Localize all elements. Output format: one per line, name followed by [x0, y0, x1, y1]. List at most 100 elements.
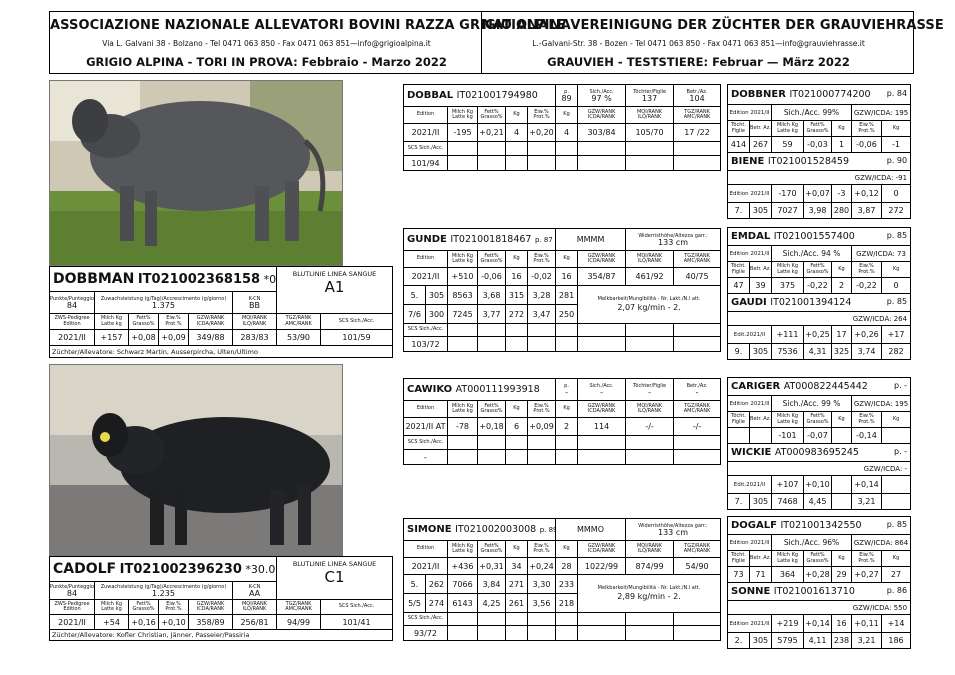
breeder-dobbman: Züchter/Allevatore: Schwarz Martin, Auss…	[48, 345, 394, 358]
p-value: p. 87	[534, 236, 553, 244]
cell: +157	[94, 329, 129, 346]
cell: 17	[831, 325, 852, 344]
acc-value: Sich./Acc. 94 %	[771, 245, 852, 262]
acc-value: Sich./Acc. 96%	[771, 534, 852, 551]
height-value: 133 cm	[658, 237, 689, 247]
cell: Edition 2021/II	[727, 614, 772, 633]
gain-label: Zuwachsleistung (g/Tag)/Accrescimento (g…	[100, 296, 227, 302]
col-milch: Milch Kg Latte kg	[94, 313, 129, 330]
p-value: p. -	[894, 447, 908, 456]
cell: 375	[771, 277, 804, 294]
cell: 3,47	[526, 304, 557, 324]
cell: 267	[749, 136, 772, 153]
cell: 1	[831, 136, 852, 153]
cell: 16	[505, 267, 528, 286]
points-value: 84	[66, 300, 78, 310]
col-kg: Kg	[555, 250, 579, 268]
cell: 349/88	[188, 329, 233, 346]
edition-value: Edition 2021/II	[727, 534, 772, 551]
cell: 28	[555, 557, 578, 575]
cell: +0,25	[803, 325, 832, 344]
cell: +0,24	[527, 557, 556, 575]
cell: 1022/99	[576, 557, 627, 575]
cell: -/-	[673, 417, 722, 436]
cell: 272	[505, 304, 528, 324]
col-kg: Kg	[505, 250, 528, 268]
col-tocht: Töcht. Figlie	[727, 411, 750, 428]
cell: +107	[771, 475, 804, 494]
points-label: Punkte/Punteggio	[50, 584, 94, 590]
col-eiw: Eiw.% Prot.%	[851, 261, 882, 278]
dam-name-gaudi: GAUDI	[731, 297, 767, 308]
cell: 261	[505, 593, 528, 613]
p-value: p. 84	[886, 89, 908, 98]
scs-value: 101/94	[403, 155, 448, 171]
kcn-value: BB	[249, 300, 260, 310]
col-eiw: Eiw.% Prot.%	[851, 120, 882, 137]
bull-birth-dobbman: *07.04.19	[263, 273, 277, 286]
col-fett: Fett% Grasso%	[477, 250, 506, 268]
acc-label: Sich./Acc.	[589, 383, 614, 389]
col-eiw: Eiw.% Prot.%	[851, 411, 882, 428]
cell: +0,27	[851, 566, 882, 583]
acc-value: -	[600, 387, 603, 397]
bull-card-cadolf: CADOLF IT021002396230 *30.09.19 BLUTLINI…	[48, 556, 394, 641]
col-kg: Kg	[880, 411, 912, 428]
cell: 0	[880, 184, 912, 203]
col-gzw: GZW/RANK ICDA/RANK	[188, 313, 233, 330]
acc-value: Sich./Acc. 99%	[771, 104, 852, 121]
cell: 2021/II	[403, 557, 448, 575]
cell: 7/6	[403, 304, 426, 324]
sire-id-simone: IT021002003008	[455, 524, 537, 535]
gzw-value: GZW/ICDA: -91	[726, 170, 912, 185]
cell: +0,21	[477, 123, 506, 142]
col-fett: Fett% Grasso%	[803, 550, 832, 567]
col-kg: Kg	[880, 120, 912, 137]
cell: 305	[749, 632, 772, 649]
cell: 7027	[771, 202, 804, 219]
cell: 3,56	[527, 593, 556, 613]
cell: -0,14	[851, 427, 882, 444]
cell: 17 /22	[673, 123, 722, 142]
cell: 2021/II	[49, 614, 95, 630]
cell: 2021/II	[403, 123, 448, 142]
col-eiw: Eiw.% Prot.%	[158, 599, 189, 615]
bull-birth-cadolf: *30.09.19	[245, 563, 276, 576]
col-milch: Milch Kg Latte kg	[771, 550, 804, 567]
sire-name-dogalf: DOGALF	[731, 520, 777, 531]
col-kg: Kg	[880, 261, 912, 278]
bull-card-dobbman: DOBBMAN IT021002368158 *07.04.19 BLUTLIN…	[48, 266, 394, 358]
bull-name-dobbman: DOBBMAN	[53, 271, 135, 287]
cell: 7.	[727, 202, 750, 219]
col-eiw: Eiw.% Prot.%	[851, 550, 882, 567]
acc-label: Sich./Acc.	[589, 89, 614, 95]
col-kg: Kg	[831, 261, 852, 278]
col-mqi: MQI/RANK ILQ/RANK	[232, 313, 277, 330]
col-fett: Fett% Grasso%	[803, 411, 832, 428]
breeder-cadolf: Züchter/Allevatore: Kofler Christian, Jä…	[48, 629, 394, 641]
p-value: p. 85	[886, 231, 908, 240]
col-zws: ZWS-Pedigree Edition	[49, 599, 95, 615]
cell: 71	[749, 566, 772, 583]
cell: +0,09	[158, 329, 189, 346]
p-value: -	[565, 387, 568, 397]
bloodline-label: BLUTLINIE LINEA SANGUE	[292, 270, 377, 278]
col-kg: Kg	[555, 106, 579, 124]
col-mqi: MQI/RANK ILQ/RANK	[625, 540, 675, 558]
dam-table-cariger: CARIGER AT000822445442 p. - Edition 2021/…	[726, 377, 912, 510]
cell: +0,12	[851, 184, 882, 203]
cell: 414	[727, 136, 750, 153]
cell: +436	[447, 557, 478, 575]
col-betr: Betr. Az.	[749, 261, 772, 278]
cell: +219	[771, 614, 804, 633]
cell: 53/90	[276, 329, 321, 346]
col-kg: Kg	[505, 106, 528, 124]
edition-value: Edition 2021/II	[727, 104, 772, 121]
dam-name-wickie: WICKIE	[731, 447, 772, 458]
cell: +0,18	[477, 417, 506, 436]
dam-name-sonne: SONNE	[731, 586, 771, 597]
cell: 354/87	[577, 267, 627, 286]
cell: 105/70	[625, 123, 675, 142]
col-milch: Milch Kg Latte kg	[771, 261, 804, 278]
p-value: 89	[561, 93, 572, 103]
